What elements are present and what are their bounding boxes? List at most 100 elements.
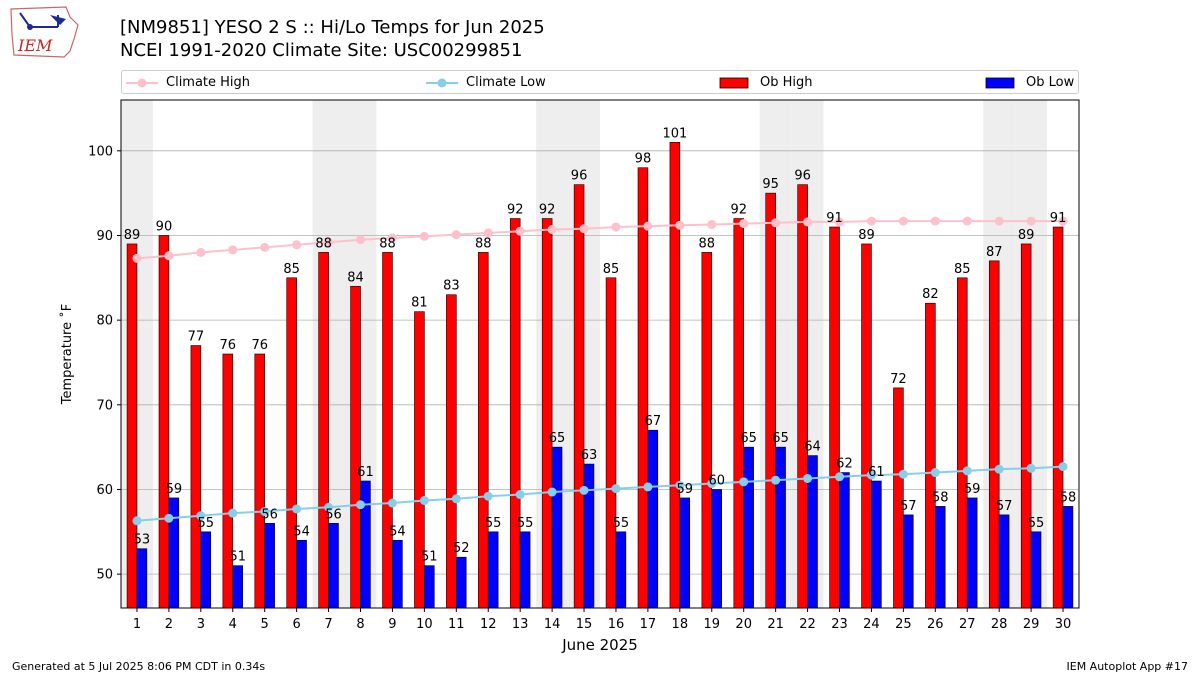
label-ob-high-day-2: 90	[156, 219, 173, 234]
y-tick-label-100: 100	[88, 144, 113, 159]
x-tick-label-30: 30	[1055, 617, 1072, 632]
bar-ob-low-day-29	[1030, 531, 1042, 609]
label-ob-low-day-18: 59	[677, 482, 694, 497]
climate-low-point-day-17	[643, 482, 653, 492]
climate-low-point-day-1	[132, 516, 142, 526]
bar-ob-low-day-18	[679, 497, 691, 609]
climate-low-point-day-3	[196, 511, 206, 521]
x-tick-label-2: 2	[165, 617, 173, 632]
label-ob-high-day-25: 72	[890, 372, 907, 387]
legend-climate-high-label: Climate High	[166, 75, 251, 90]
climate-low-point-day-13	[515, 490, 525, 500]
climate-high-point-day-12	[483, 228, 493, 238]
weekend-shade-day-14	[536, 100, 569, 608]
climate-high-point-day-27	[962, 216, 972, 226]
climate-high-point-day-15	[579, 224, 589, 234]
bar-ob-low-day-2	[168, 497, 180, 609]
bar-ob-high-day-19	[701, 252, 713, 609]
bar-ob-high-day-14	[541, 218, 553, 609]
x-tick-label-19: 19	[703, 617, 720, 632]
bar-ob-high-day-30	[1052, 226, 1064, 609]
bar-ob-low-day-8	[360, 480, 371, 609]
label-ob-low-day-15: 63	[581, 448, 598, 463]
bar-ob-high-day-12	[478, 252, 489, 609]
label-ob-low-day-9: 54	[389, 524, 406, 539]
climate-high-point-day-9	[387, 233, 397, 243]
bar-ob-high-day-8	[350, 285, 361, 609]
label-ob-low-day-26: 58	[932, 490, 949, 505]
label-ob-high-day-10: 81	[411, 296, 428, 311]
label-ob-high-day-5: 76	[251, 338, 268, 353]
bar-ob-low-day-5	[264, 523, 275, 609]
climate-lines	[132, 216, 1068, 526]
climate-low-point-day-28	[994, 464, 1004, 474]
climate-low-point-day-7	[324, 502, 334, 512]
bar-ob-low-day-25	[903, 514, 914, 609]
bar-ob-high-day-26	[925, 302, 936, 609]
x-tick-label-6: 6	[292, 617, 300, 632]
bar-ob-high-day-20	[733, 218, 744, 609]
y-tick-label-90: 90	[96, 229, 113, 244]
plot-frame	[120, 99, 1080, 609]
bar-ob-high-day-23	[829, 226, 840, 609]
bar-ob-low-day-17	[647, 429, 659, 609]
climate-low-point-day-15	[579, 485, 589, 495]
label-ob-low-day-2: 59	[166, 482, 183, 497]
climate-low-point-day-21	[771, 475, 781, 485]
climate-low-point-day-14	[547, 487, 557, 497]
weekend-shade-day-22	[791, 100, 824, 608]
bar-ob-high-day-10	[414, 311, 425, 609]
bar-ob-high-day-5	[254, 353, 265, 609]
grid-lines	[121, 150, 1079, 575]
bar-ob-low-day-22	[807, 455, 818, 609]
bar-ob-low-day-23	[839, 472, 850, 609]
logo-text: IEM	[17, 36, 53, 55]
chart-subtitle: NCEI 1991-2020 Climate Site: USC00299851	[120, 40, 523, 61]
x-tick-label-24: 24	[863, 617, 880, 632]
climate-high-point-day-26	[930, 216, 940, 226]
bar-ob-low-day-13	[519, 531, 531, 609]
bar-ob-high-day-16	[605, 277, 617, 609]
label-ob-high-day-9: 88	[379, 236, 396, 251]
climate-high-point-day-4	[228, 245, 238, 255]
bar-ob-low-day-20	[743, 446, 754, 609]
bar-ob-high-day-13	[509, 218, 521, 609]
climate-low-point-day-6	[292, 504, 302, 514]
bar-ob-low-day-9	[392, 539, 403, 609]
label-ob-high-day-21: 95	[762, 177, 779, 192]
bar-ob-low-day-24	[871, 480, 882, 609]
x-tick-label-26: 26	[927, 617, 944, 632]
bar-ob-low-day-19	[711, 489, 722, 609]
label-ob-low-day-13: 55	[517, 516, 534, 531]
bar-ob-low-day-30	[1062, 506, 1074, 609]
bar-ob-high-day-29	[1020, 243, 1032, 609]
bar-ob-high-day-28	[988, 260, 1000, 609]
label-ob-high-day-17: 98	[635, 152, 652, 167]
weekend-shade-day-8	[344, 100, 377, 608]
label-ob-high-day-14: 92	[539, 203, 556, 218]
climate-high-point-day-6	[292, 240, 302, 250]
bar-ob-high-day-25	[893, 387, 904, 609]
climate-high-point-day-5	[260, 242, 270, 252]
label-ob-low-day-30: 58	[1060, 490, 1077, 505]
x-tick-label-9: 9	[388, 617, 396, 632]
bar-ob-high-day-22	[797, 184, 808, 609]
label-ob-high-day-16: 85	[603, 262, 620, 277]
label-ob-high-day-28: 87	[986, 245, 1003, 260]
bars	[126, 142, 1074, 609]
bar-ob-low-day-27	[966, 497, 978, 609]
x-tick-label-22: 22	[799, 617, 816, 632]
bar-ob-low-day-1	[136, 548, 148, 609]
climate-high-point-day-29	[1026, 216, 1036, 226]
bar-ob-low-day-7	[328, 523, 339, 609]
climate-high-point-day-10	[419, 231, 429, 241]
x-tick-label-4: 4	[229, 617, 237, 632]
label-ob-high-day-20: 92	[730, 203, 747, 218]
x-tick-label-21: 21	[767, 617, 784, 632]
climate-high-point-day-1	[132, 253, 142, 263]
label-ob-high-day-8: 84	[347, 270, 364, 285]
bar-ob-low-day-4	[232, 565, 243, 609]
climate-low-point-day-16	[611, 484, 621, 494]
climate-low-point-day-23	[835, 472, 844, 482]
bar-ob-high-day-17	[637, 167, 649, 609]
